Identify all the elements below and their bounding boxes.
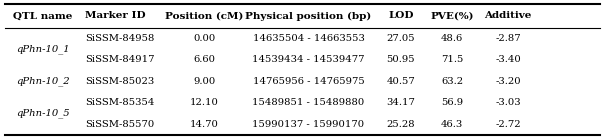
Text: 6.60: 6.60 (193, 55, 215, 64)
Text: 14635504 - 14663553: 14635504 - 14663553 (253, 34, 364, 43)
Text: 14.70: 14.70 (190, 120, 218, 129)
Text: 25.28: 25.28 (387, 120, 415, 129)
Text: 12.10: 12.10 (190, 98, 218, 107)
Text: -3.03: -3.03 (495, 98, 521, 107)
Text: 27.05: 27.05 (387, 34, 415, 43)
Text: 63.2: 63.2 (441, 77, 463, 86)
Text: 9.00: 9.00 (193, 77, 215, 86)
Text: LOD: LOD (388, 12, 414, 20)
Text: 46.3: 46.3 (441, 120, 463, 129)
Text: Marker ID: Marker ID (85, 12, 145, 20)
Text: SiSSM-84917: SiSSM-84917 (85, 55, 154, 64)
Text: 34.17: 34.17 (387, 98, 415, 107)
Text: SiSSM-85023: SiSSM-85023 (85, 77, 154, 86)
Text: -3.20: -3.20 (495, 77, 521, 86)
Text: 40.57: 40.57 (387, 77, 415, 86)
Text: Physical position (bp): Physical position (bp) (246, 11, 371, 21)
Text: 0.00: 0.00 (193, 34, 215, 43)
Text: qPhn-10_2: qPhn-10_2 (16, 76, 70, 86)
Text: qPhn-10_1: qPhn-10_1 (16, 44, 70, 54)
Text: 56.9: 56.9 (441, 98, 463, 107)
Text: QTL name: QTL name (13, 12, 73, 20)
Text: 50.95: 50.95 (387, 55, 415, 64)
Text: 14539434 - 14539477: 14539434 - 14539477 (252, 55, 365, 64)
Text: SiSSM-84958: SiSSM-84958 (85, 34, 154, 43)
Text: PVE(%): PVE(%) (431, 12, 474, 20)
Text: -2.87: -2.87 (495, 34, 521, 43)
Text: qPhn-10_5: qPhn-10_5 (16, 109, 70, 118)
Text: 15489851 - 15489880: 15489851 - 15489880 (252, 98, 365, 107)
Text: -3.40: -3.40 (495, 55, 521, 64)
Text: Additive: Additive (485, 12, 532, 20)
Text: SiSSM-85570: SiSSM-85570 (85, 120, 154, 129)
Text: 48.6: 48.6 (441, 34, 463, 43)
Text: SiSSM-85354: SiSSM-85354 (85, 98, 154, 107)
Text: 71.5: 71.5 (441, 55, 463, 64)
Text: 14765956 - 14765975: 14765956 - 14765975 (253, 77, 364, 86)
Text: -2.72: -2.72 (495, 120, 521, 129)
Text: Position (cM): Position (cM) (165, 12, 243, 20)
Text: 15990137 - 15990170: 15990137 - 15990170 (252, 120, 365, 129)
